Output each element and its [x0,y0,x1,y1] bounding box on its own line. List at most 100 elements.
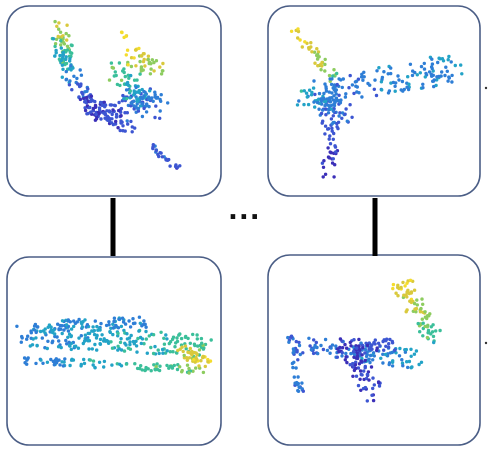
point [111,66,116,70]
point [144,337,148,341]
point [118,128,122,133]
point [405,360,409,364]
point [128,342,132,347]
point [327,98,331,102]
point [109,61,114,65]
point [109,326,113,330]
point [315,57,320,61]
point [332,175,336,179]
point [147,97,151,102]
point [140,114,145,119]
point [99,321,103,326]
point [141,59,146,64]
point [135,366,140,371]
point [420,317,424,321]
point [121,129,125,133]
point [191,332,195,337]
point [158,65,162,69]
point [412,288,417,292]
point [53,42,58,46]
point [404,347,408,352]
point [130,130,134,134]
point [68,59,72,63]
point [58,363,62,367]
point [315,100,320,105]
point [89,110,93,114]
point [322,91,326,96]
point [365,343,370,348]
point [317,107,321,111]
point [363,385,368,390]
point [114,115,119,119]
point [118,83,122,88]
point [311,351,316,356]
point [409,291,413,295]
point [53,19,57,24]
point [373,338,377,342]
point [155,367,160,372]
point [145,351,149,355]
point [390,341,395,345]
point [320,60,324,65]
point [312,79,316,83]
point [144,325,148,329]
point [133,126,137,130]
point [50,329,54,334]
point [329,82,334,87]
point [193,360,197,364]
point [95,348,99,352]
point [323,82,327,86]
point [379,80,384,84]
point [356,383,361,388]
point [175,351,179,355]
point [28,344,32,348]
point-cloud-top-left [50,19,182,170]
point [135,102,139,106]
point [430,62,435,66]
point [129,64,134,69]
point [358,348,362,352]
point [154,149,158,153]
point [59,43,63,47]
point [51,359,55,364]
point [344,355,348,359]
point [86,331,90,336]
point [363,358,367,363]
point [108,330,113,335]
point [444,65,448,69]
point [151,333,156,337]
point [159,72,164,76]
point [118,340,123,345]
point [340,116,344,121]
point [371,398,376,403]
point [131,93,136,97]
point [15,324,19,328]
point [123,111,127,115]
point [114,324,118,328]
point [332,85,336,90]
point [443,73,447,78]
point [149,369,153,373]
point [53,44,57,49]
point [64,78,68,82]
point [180,370,184,374]
point [378,344,382,348]
point [119,114,123,118]
panel-frame-bottom-right [267,254,481,446]
point [323,337,328,342]
point [175,367,180,372]
point [124,34,128,38]
point [327,90,331,94]
point [75,320,80,324]
point [72,319,76,323]
point [406,75,410,79]
point [363,351,367,355]
point [80,325,85,329]
point [415,73,419,77]
point [421,334,425,338]
point [354,360,358,364]
point [364,354,369,359]
point [153,344,157,349]
point [348,73,352,78]
point [319,343,323,348]
